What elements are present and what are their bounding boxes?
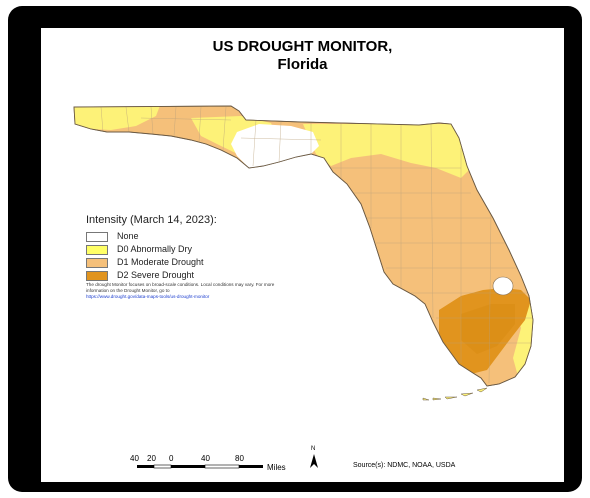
scale-units-label: Miles bbox=[267, 463, 286, 472]
scale-tick-label: 80 bbox=[235, 454, 244, 463]
map-title-line1: US DROUGHT MONITOR, bbox=[212, 38, 393, 55]
d0-zone-north-central bbox=[303, 124, 471, 178]
legend-label-none: None bbox=[117, 231, 139, 241]
scale-bar bbox=[137, 464, 263, 469]
legend-note: The drought Monitor focuses on broad-sca… bbox=[86, 282, 275, 293]
d2-zone-southwest-core bbox=[461, 304, 515, 354]
legend-note-link[interactable]: https://www.drought.gov/data-maps-tools/… bbox=[86, 294, 210, 299]
d0-zone-panhandle-west bbox=[74, 106, 161, 130]
north-arrow-label: N bbox=[311, 446, 316, 452]
florida-keys bbox=[422, 387, 488, 401]
map-frame: US DROUGHT MONITOR, Florida Intensity (M… bbox=[8, 6, 582, 492]
north-arrow-icon bbox=[310, 454, 318, 468]
none-zone-big-bend bbox=[231, 124, 319, 168]
legend-label-d1: D1 Moderate Drought bbox=[117, 257, 204, 267]
county-lines bbox=[100, 106, 533, 384]
legend-swatch-d0 bbox=[86, 245, 108, 255]
scale-tick-label: 40 bbox=[130, 454, 139, 463]
legend-swatch-d1 bbox=[86, 258, 108, 268]
lake-okeechobee bbox=[492, 276, 514, 296]
map-panel: US DROUGHT MONITOR, Florida Intensity (M… bbox=[41, 28, 564, 482]
florida-outline bbox=[73, 105, 534, 387]
legend-title: Intensity (March 14, 2023): bbox=[86, 214, 217, 226]
legend-swatch-none bbox=[86, 232, 108, 242]
florida-map bbox=[73, 105, 534, 469]
scale-tick-label: 40 bbox=[201, 454, 210, 463]
legend-label-d2: D2 Severe Drought bbox=[117, 270, 195, 280]
scale-tick-label: 0 bbox=[169, 454, 174, 463]
legend-label-d0: D0 Abnormally Dry bbox=[117, 244, 193, 254]
source-credit: Source(s): NDMC, NOAA, USDA bbox=[353, 462, 456, 469]
scale-tick-label: 20 bbox=[147, 454, 156, 463]
legend-swatch-d2 bbox=[86, 271, 108, 281]
map-title-line2: Florida bbox=[277, 56, 328, 73]
